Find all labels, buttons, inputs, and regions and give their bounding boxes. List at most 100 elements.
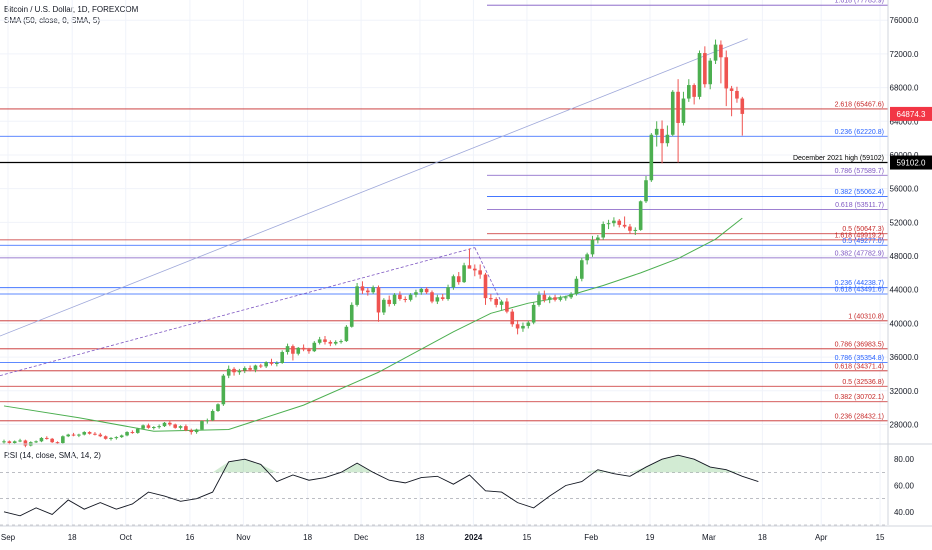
sma-line	[3, 217, 743, 432]
candle-body	[333, 341, 338, 344]
candle-body	[269, 362, 274, 364]
candle-body	[50, 438, 54, 443]
candle-body	[526, 322, 531, 326]
fib-level-label: 0.382 (30702.1)	[835, 394, 884, 401]
candle-body	[135, 428, 140, 433]
candle-body	[553, 297, 557, 300]
candle-body	[216, 404, 220, 411]
rsi-line	[3, 454, 759, 517]
candle-body	[376, 287, 381, 313]
fib-level-label: 0.618 (43491.6)	[835, 287, 884, 294]
candle-body	[408, 294, 413, 300]
y-tick-label: 72000.0	[890, 50, 919, 59]
rsi-indicator-label[interactable]: RSI (14, close, SMA, 14, 2)	[4, 451, 101, 460]
x-tick-label: 18	[415, 533, 424, 542]
candle-body	[521, 325, 525, 329]
candle-body	[510, 311, 515, 325]
dashed-trendline	[0, 247, 475, 377]
candle-body	[692, 85, 696, 97]
candle-body	[708, 60, 712, 85]
candle-body	[403, 298, 408, 300]
candle-body	[494, 298, 498, 305]
candle-body	[2, 441, 6, 443]
rsi-overbought-fill	[710, 467, 727, 473]
candle-body	[210, 410, 215, 421]
candle-body	[194, 429, 199, 433]
candle-body	[301, 347, 306, 350]
candle-body	[644, 180, 648, 202]
rsi-overbought-fill	[260, 464, 277, 473]
candle-body	[264, 362, 268, 367]
x-tick-label: Dec	[354, 533, 368, 542]
rsi-overbought-fill	[244, 459, 261, 473]
candle-body	[328, 341, 333, 344]
candle-body	[687, 85, 691, 99]
y-tick-label: 40000.0	[890, 319, 919, 328]
y-tick-label: 60000.0	[890, 151, 919, 160]
candle-body	[628, 226, 632, 231]
candle-body	[109, 437, 113, 439]
rsi-overbought-fill	[678, 455, 695, 473]
candle-body	[285, 346, 290, 353]
candlesticks	[2, 39, 745, 448]
trend-lines	[0, 38, 748, 377]
candle-body	[478, 270, 482, 275]
fib-level-label: 0.5 (50647.3)	[842, 226, 884, 233]
dec-high-label: 59102.0	[897, 159, 926, 168]
candle-body	[366, 290, 370, 293]
candle-body	[462, 265, 466, 283]
candle-body	[189, 430, 194, 433]
rsi-overbought-fill	[646, 459, 663, 473]
candle-body	[729, 88, 734, 91]
candle-body	[585, 254, 589, 261]
candle-body	[45, 437, 49, 439]
candle-body	[178, 426, 183, 428]
candle-body	[398, 294, 402, 299]
candle-body	[152, 426, 156, 428]
candle-body	[660, 128, 664, 144]
candle-body	[601, 224, 605, 238]
fib-level-label: 0.382 (55062.4)	[835, 189, 884, 196]
fib-level-label: 0.5 (49277.0)	[842, 238, 884, 245]
last-price-label: 64874.3	[897, 110, 926, 119]
candle-body	[18, 440, 22, 442]
candle-body	[55, 442, 60, 444]
candle-body	[103, 436, 108, 439]
y-tick-label: 44000.0	[890, 286, 919, 295]
candle-body	[435, 297, 440, 302]
candle-body	[157, 426, 161, 428]
candle-body	[39, 437, 44, 442]
x-tick-label: Nov	[236, 533, 250, 542]
rsi-overbought-fill	[581, 469, 598, 473]
rsi-overbought-fill	[694, 459, 711, 473]
last-price-tag	[890, 106, 932, 121]
y-tick-label: 64000.0	[890, 117, 919, 126]
candle-body	[205, 420, 210, 422]
candle-body	[713, 44, 718, 61]
candle-body	[574, 278, 579, 294]
candle-body	[307, 349, 311, 352]
candle-body	[280, 352, 284, 363]
candle-body	[676, 91, 680, 123]
fibonacci-levels: 1.618 (77785.9) 2.618 (65467.6) 0.236 (622…	[0, 0, 888, 422]
candle-body	[184, 426, 188, 431]
dashed-trendline	[474, 247, 502, 303]
candle-body	[296, 347, 301, 354]
rsi-tick-label: 40.00	[894, 508, 915, 517]
candle-body	[232, 368, 236, 373]
candle-body	[440, 297, 445, 299]
y-tick-label: 28000.0	[890, 420, 919, 429]
candle-body	[446, 287, 450, 299]
rsi-overbought-fill	[597, 469, 614, 473]
candle-body	[344, 326, 349, 342]
x-tick-label: Sep	[1, 533, 16, 542]
x-tick-label: Feb	[584, 533, 598, 542]
candle-body	[141, 425, 145, 429]
fib-level-label: 0.618 (34371.4)	[835, 363, 884, 370]
candle-body	[242, 368, 247, 371]
candle-body	[419, 288, 424, 293]
candle-body	[360, 286, 365, 291]
rsi-overbought-fill	[228, 459, 245, 473]
x-tick-label: 18	[68, 533, 77, 542]
